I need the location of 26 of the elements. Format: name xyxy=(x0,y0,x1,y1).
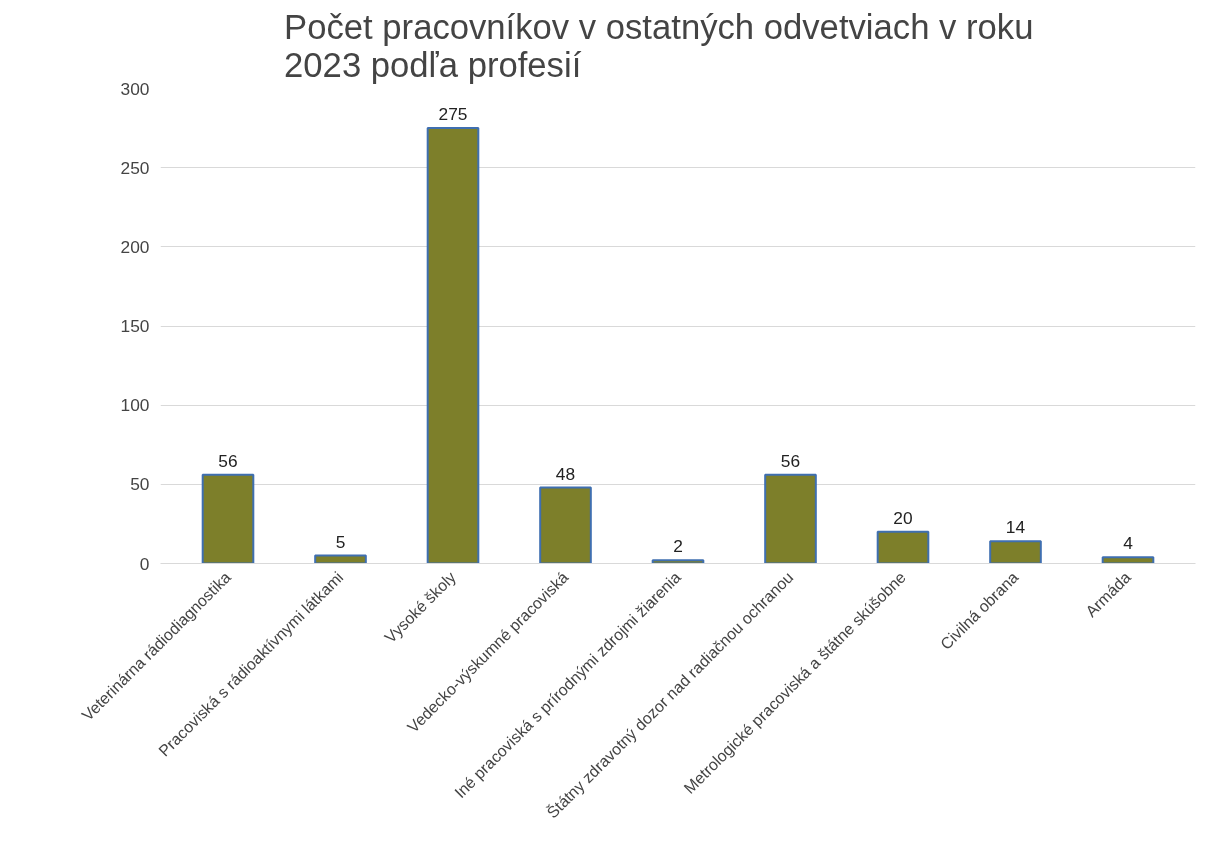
data-label: 5 xyxy=(335,531,346,552)
data-label: 275 xyxy=(438,104,468,125)
y-tick-label: 0 xyxy=(139,553,150,574)
y-tick-label: 250 xyxy=(120,157,150,178)
y-tick-label: 100 xyxy=(120,395,150,416)
bar xyxy=(1101,556,1155,564)
bar xyxy=(651,559,705,564)
bar xyxy=(201,473,255,564)
data-label: 56 xyxy=(780,450,801,471)
data-label: 4 xyxy=(1123,533,1134,554)
chart-title: Počet pracovníkov v ostatných odvetviach v roku 2023 podľa profesií xyxy=(284,7,1034,84)
bar xyxy=(314,554,367,564)
bar xyxy=(764,473,817,564)
y-tick-label: 200 xyxy=(120,236,150,257)
bar xyxy=(876,530,930,564)
data-label: 56 xyxy=(218,450,238,471)
y-tick-label: 150 xyxy=(120,316,150,336)
y-tick-label: 300 xyxy=(120,78,150,99)
bar xyxy=(426,127,480,564)
data-label: 20 xyxy=(893,507,913,528)
y-tick-label: 50 xyxy=(130,474,150,495)
bar xyxy=(539,486,592,564)
data-label: 2 xyxy=(673,536,683,557)
data-label: 48 xyxy=(555,463,576,484)
data-label: 14 xyxy=(1005,517,1026,538)
bar xyxy=(989,540,1042,564)
